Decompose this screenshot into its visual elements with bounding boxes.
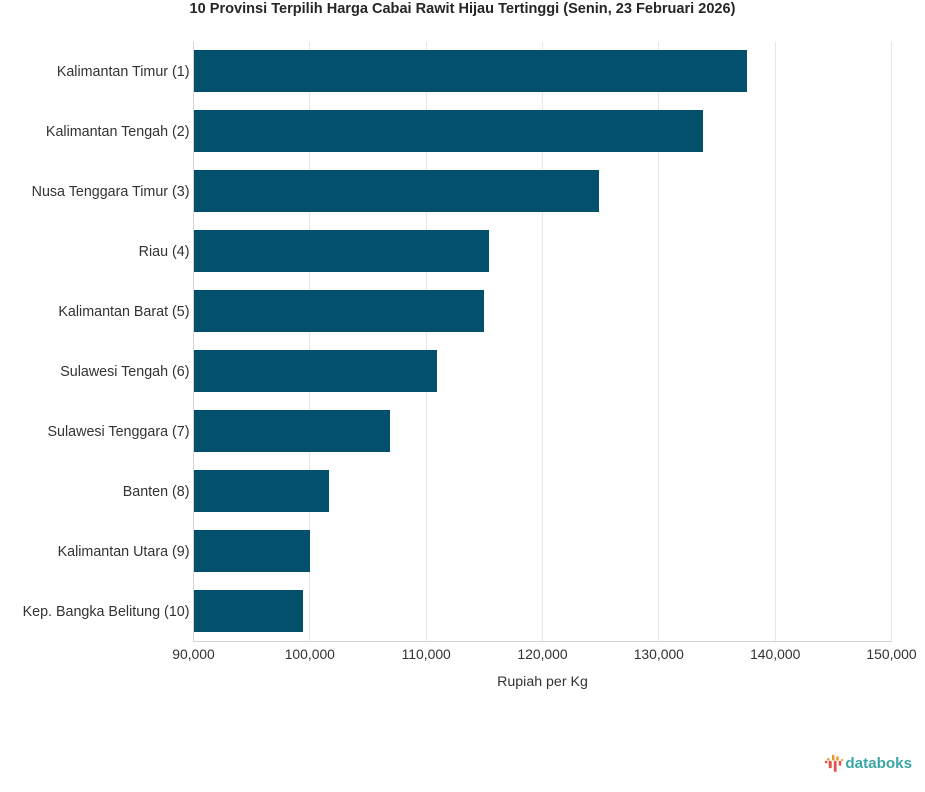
svg-text:databoks: databoks — [845, 755, 912, 772]
